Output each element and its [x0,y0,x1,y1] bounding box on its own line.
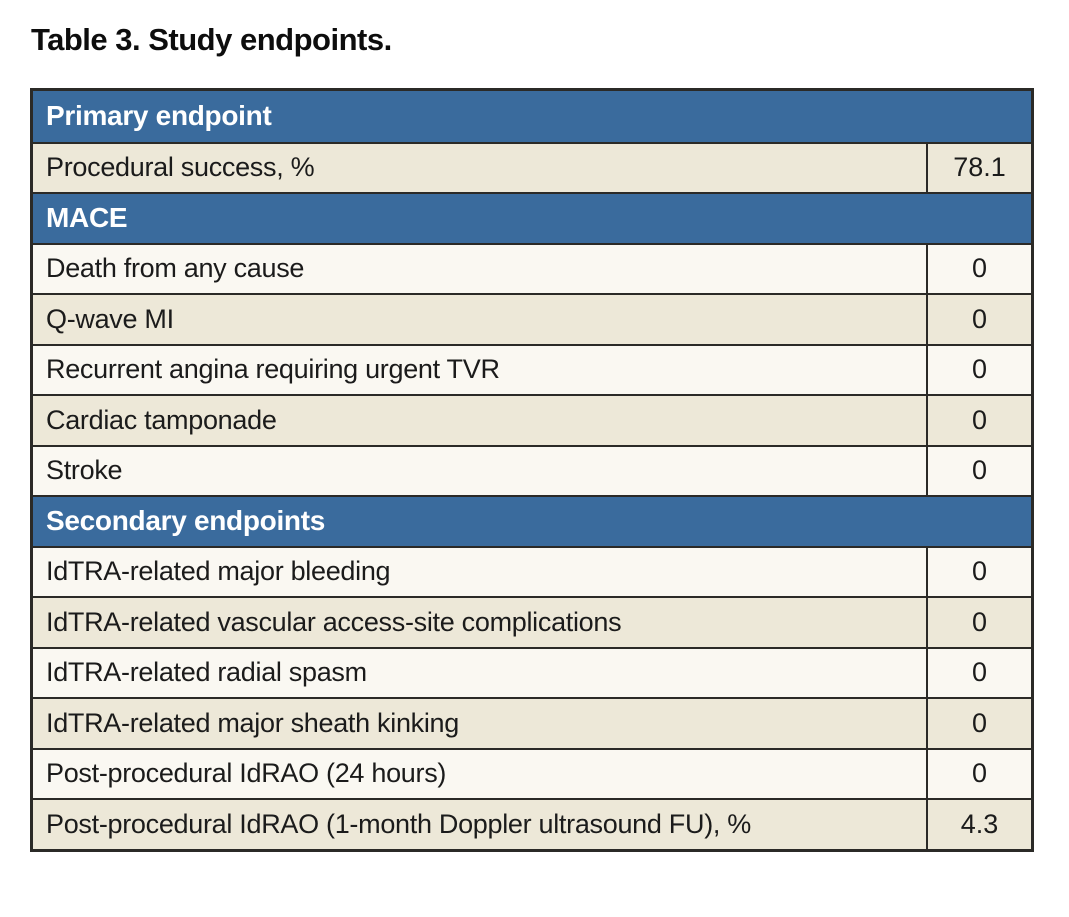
endpoint-value: 0 [926,598,1031,647]
endpoint-label: Post-procedural IdRAO (24 hours) [46,758,447,789]
table-row: IdTRA-related major bleeding 0 [33,545,1031,596]
endpoint-label: Stroke [46,455,123,486]
table-row: Post-procedural IdRAO (24 hours) 0 [33,747,1031,798]
endpoint-label: IdTRA-related major sheath kinking [46,707,459,738]
endpoint-value: 0 [926,749,1031,798]
section-header-label: Primary endpoint [46,100,272,132]
endpoint-label: IdTRA-related major bleeding [46,556,391,587]
table-row: Stroke 0 [33,444,1031,495]
endpoint-label: IdTRA-related radial spasm [46,657,367,688]
endpoint-label: Q-wave MI [46,303,174,334]
endpoint-label: Cardiac tamponade [46,404,277,435]
endpoint-value: 0 [926,244,1031,293]
table-row: Q-wave MI 0 [33,293,1031,344]
endpoint-value: 0 [926,295,1031,344]
endpoint-label: Death from any cause [46,253,305,284]
table-title: Table 3. Study endpoints. [31,22,392,57]
endpoint-value: 0 [926,699,1031,748]
endpoint-value: 0 [926,345,1031,394]
section-header-row: Secondary endpoints [33,495,1031,546]
endpoint-label: IdTRA-related vascular access-site compl… [46,606,622,637]
section-header-row: MACE [33,192,1031,243]
table-row: Death from any cause 0 [33,242,1031,293]
table-row: Recurrent angina requiring urgent TVR 0 [33,343,1031,394]
endpoint-value: 0 [926,648,1031,697]
table-row: IdTRA-related vascular access-site compl… [33,596,1031,647]
endpoint-label: Post-procedural IdRAO (1-month Doppler u… [46,808,752,839]
endpoint-label: Procedural success, % [46,152,315,183]
endpoint-value: 0 [926,396,1031,445]
endpoints-table: Primary endpoint Procedural success, % 78.… [30,88,1034,852]
endpoint-label: Recurrent angina requiring urgent TVR [46,354,500,385]
table-row: Cardiac tamponade 0 [33,394,1031,445]
table-row: Post-procedural IdRAO (1-month Doppler u… [33,798,1031,849]
section-header-label: Secondary endpoints [46,505,326,537]
table-row: IdTRA-related radial spasm 0 [33,646,1031,697]
table-row: Procedural success, % 78.1 [33,141,1031,192]
section-header-label: MACE [46,202,128,234]
endpoint-value: 0 [926,547,1031,596]
endpoint-value: 78.1 [926,143,1031,192]
section-header-row: Primary endpoint [33,91,1031,142]
table-row: IdTRA-related major sheath kinking 0 [33,697,1031,748]
endpoint-value: 4.3 [926,800,1031,849]
endpoint-value: 0 [926,446,1031,495]
